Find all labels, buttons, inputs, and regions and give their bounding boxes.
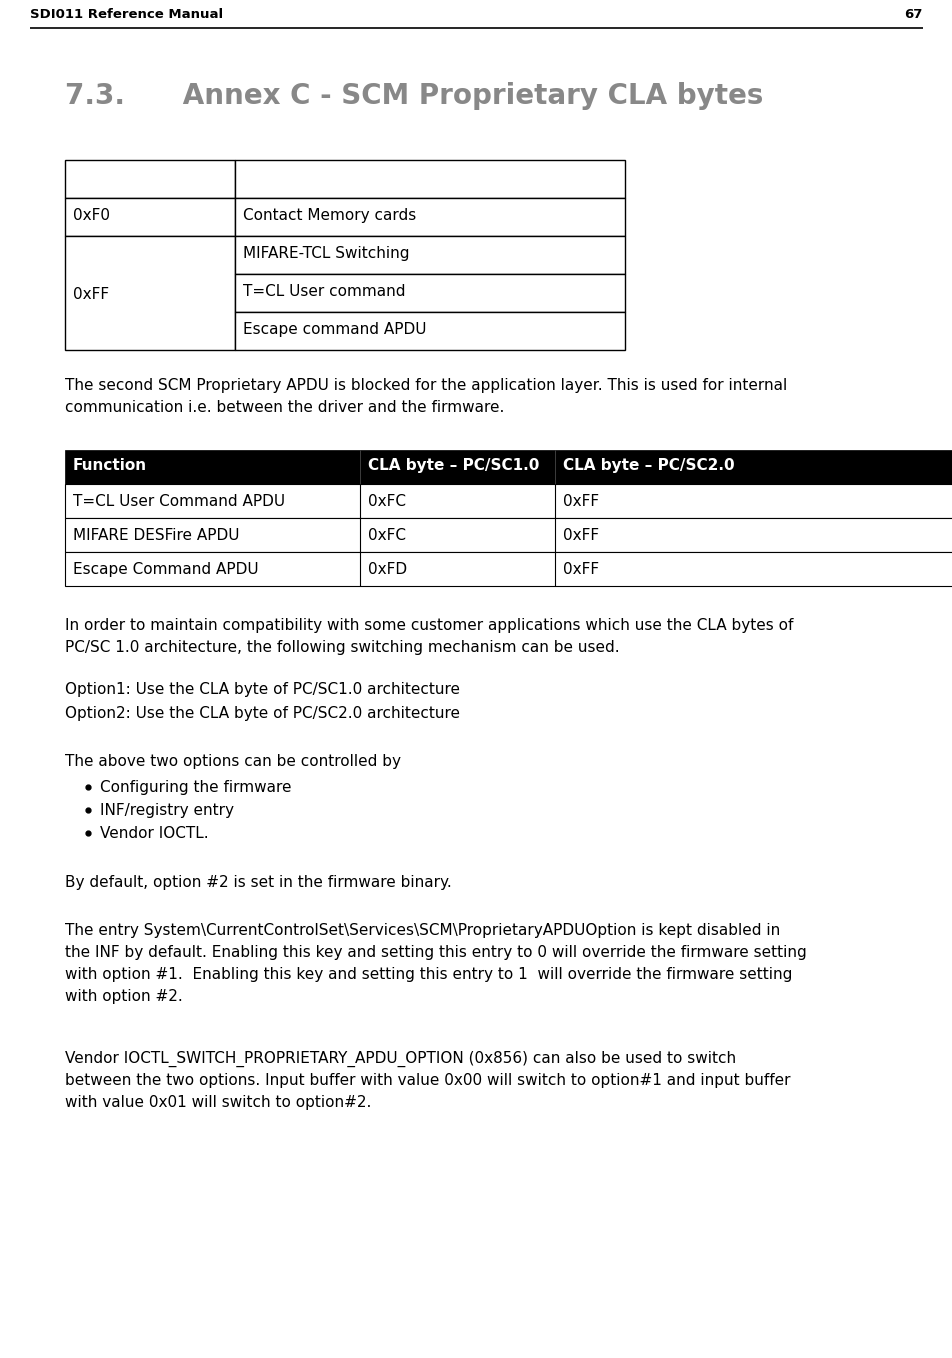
Bar xyxy=(65,483,952,517)
Text: INF/registry entry: INF/registry entry xyxy=(100,803,234,818)
Text: between the two options. Input buffer with value 0x00 will switch to option#1 an: between the two options. Input buffer wi… xyxy=(65,1073,789,1088)
Text: The second SCM Proprietary APDU is blocked for the application layer. This is us: The second SCM Proprietary APDU is block… xyxy=(65,378,786,392)
Bar xyxy=(65,198,235,236)
Text: 67: 67 xyxy=(903,8,922,20)
Bar xyxy=(235,274,625,312)
Text: 0xFC: 0xFC xyxy=(367,494,406,509)
Text: Vendor IOCTL_SWITCH_PROPRIETARY_APDU_OPTION (0x856) can also be used to switch: Vendor IOCTL_SWITCH_PROPRIETARY_APDU_OPT… xyxy=(65,1051,735,1067)
Bar xyxy=(235,198,625,236)
Text: Escape command APDU: Escape command APDU xyxy=(243,322,426,337)
Text: with option #2.: with option #2. xyxy=(65,989,183,1004)
Bar xyxy=(235,236,625,274)
Text: Contact Memory cards: Contact Memory cards xyxy=(243,208,416,223)
Bar xyxy=(65,160,235,198)
Text: the INF by default. Enabling this key and setting this entry to 0 will override : the INF by default. Enabling this key an… xyxy=(65,945,806,960)
Text: Configuring the firmware: Configuring the firmware xyxy=(100,779,291,794)
Text: Escape Command APDU: Escape Command APDU xyxy=(73,562,258,577)
Bar xyxy=(65,236,235,350)
Text: PC/SC 1.0 architecture, the following switching mechanism can be used.: PC/SC 1.0 architecture, the following sw… xyxy=(65,640,619,655)
Text: Option2: Use the CLA byte of PC/SC2.0 architecture: Option2: Use the CLA byte of PC/SC2.0 ar… xyxy=(65,706,460,721)
Bar xyxy=(65,449,952,483)
Bar xyxy=(235,160,625,198)
Text: 0xFD: 0xFD xyxy=(367,562,407,577)
Bar xyxy=(65,551,952,587)
Text: 7.3.      Annex C - SCM Proprietary CLA bytes: 7.3. Annex C - SCM Proprietary CLA bytes xyxy=(65,81,763,110)
Text: Vendor IOCTL.: Vendor IOCTL. xyxy=(100,826,208,841)
Text: T=CL User Command APDU: T=CL User Command APDU xyxy=(73,494,285,509)
Text: communication i.e. between the driver and the firmware.: communication i.e. between the driver an… xyxy=(65,401,504,416)
Text: with option #1.  Enabling this key and setting this entry to 1  will override th: with option #1. Enabling this key and se… xyxy=(65,967,791,982)
Text: The above two options can be controlled by: The above two options can be controlled … xyxy=(65,754,401,769)
Text: MIFARE-TCL Switching: MIFARE-TCL Switching xyxy=(243,246,409,261)
Text: 0xFF: 0xFF xyxy=(563,528,599,543)
Text: 0xFF: 0xFF xyxy=(563,562,599,577)
Text: Option1: Use the CLA byte of PC/SC1.0 architecture: Option1: Use the CLA byte of PC/SC1.0 ar… xyxy=(65,682,460,697)
Text: 0xFF: 0xFF xyxy=(563,494,599,509)
Text: 0xFC: 0xFC xyxy=(367,528,406,543)
Text: In order to maintain compatibility with some customer applications which use the: In order to maintain compatibility with … xyxy=(65,618,793,633)
Text: 0xFF: 0xFF xyxy=(73,287,109,301)
Text: CLA byte – PC/SC2.0: CLA byte – PC/SC2.0 xyxy=(563,458,734,473)
Text: 0xF0: 0xF0 xyxy=(73,208,109,223)
Text: The entry System\CurrentControlSet\Services\SCM\ProprietaryAPDUOption is kept di: The entry System\CurrentControlSet\Servi… xyxy=(65,923,780,938)
Text: with value 0x01 will switch to option#2.: with value 0x01 will switch to option#2. xyxy=(65,1095,371,1109)
Bar xyxy=(235,312,625,350)
Text: By default, option #2 is set in the firmware binary.: By default, option #2 is set in the firm… xyxy=(65,875,451,889)
Text: CLA byte – PC/SC1.0: CLA byte – PC/SC1.0 xyxy=(367,458,539,473)
Text: Function: Function xyxy=(73,458,147,473)
Text: T=CL User command: T=CL User command xyxy=(243,284,405,299)
Text: SDI011 Reference Manual: SDI011 Reference Manual xyxy=(30,8,223,20)
Bar xyxy=(65,517,952,551)
Text: MIFARE DESFire APDU: MIFARE DESFire APDU xyxy=(73,528,239,543)
